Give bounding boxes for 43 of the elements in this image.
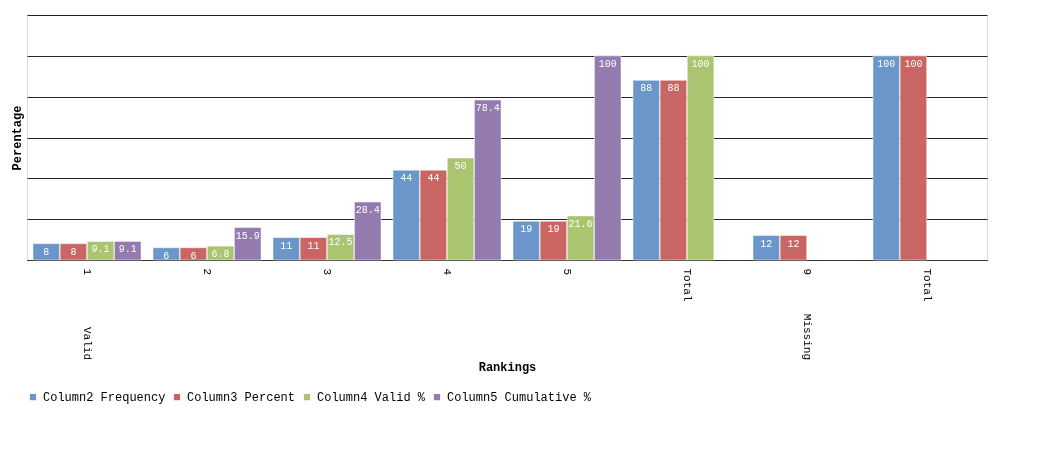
data-label: 100 [598, 58, 617, 70]
data-label: 28.4 [355, 205, 380, 217]
x-tick-label: 1 [81, 268, 93, 276]
data-label: 12 [787, 238, 800, 250]
data-label: 50 [454, 160, 467, 172]
x-tick-label: 9 [801, 268, 813, 276]
x-tick-label: 2 [201, 268, 213, 276]
data-label: 19 [547, 224, 560, 236]
x-tick-label: 5 [561, 268, 573, 276]
data-label: 12.5 [328, 237, 353, 249]
data-label: 19 [520, 224, 533, 236]
y-axis-title: Perentage [10, 105, 25, 171]
data-label: 11 [280, 240, 293, 252]
x-axis-title: Rankings [478, 360, 537, 375]
x-tick-label: 3 [321, 268, 333, 276]
data-label: 88 [640, 83, 653, 95]
data-label: 8 [70, 246, 77, 258]
data-label: 100 [877, 58, 896, 70]
legend-label: Column3 Percent [187, 391, 296, 406]
data-label: 100 [904, 58, 923, 70]
x-tick-label: Total [681, 268, 693, 302]
data-label: 78.4 [475, 102, 500, 114]
data-label: 100 [691, 58, 710, 70]
data-label: 44 [400, 173, 413, 185]
text: Missing [801, 313, 813, 360]
data-label: 6 [190, 250, 197, 262]
x-tick-label: 4 [441, 268, 453, 276]
x-tick-label: Total [921, 268, 933, 302]
data-label: 15.9 [235, 230, 260, 242]
data-label: 6.8 [211, 249, 230, 261]
text: Valid [81, 326, 93, 360]
data-label: 88 [667, 83, 680, 95]
data-label: 6 [163, 250, 170, 262]
data-label: 44 [427, 173, 440, 185]
data-label: 21.6 [568, 218, 593, 230]
data-label: 9.1 [91, 244, 110, 256]
data-label: 8 [43, 246, 50, 258]
legend-label: Column2 Frequency [43, 391, 166, 406]
legend-label: Column5 Cumulative % [447, 391, 592, 406]
data-label: 11 [307, 240, 320, 252]
legend-label: Column4 Valid % [317, 391, 426, 406]
data-label: 9.1 [118, 244, 137, 256]
data-label: 12 [760, 238, 773, 250]
